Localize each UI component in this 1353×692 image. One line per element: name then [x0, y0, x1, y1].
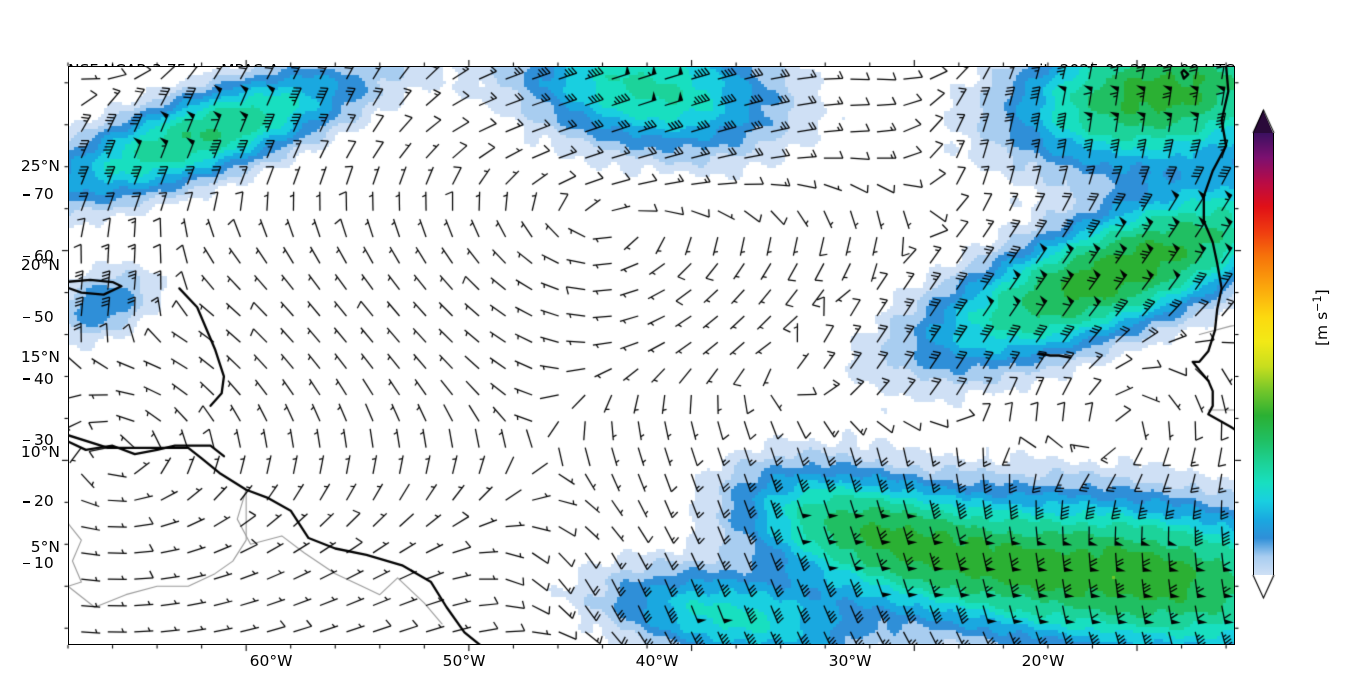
- colorbar-gradient: [1253, 133, 1274, 575]
- colorbar-tick-50: 50: [23, 308, 54, 326]
- colorbar-tick-30: 30: [23, 431, 54, 449]
- colorbar-over-arrow: [1253, 110, 1273, 133]
- colorbar-tick-40: 40: [23, 370, 54, 388]
- colorbar-tick-10: 10: [23, 554, 54, 572]
- colorbar: [1253, 133, 1274, 575]
- colorbar-units-label: [m s−1]: [1311, 289, 1332, 346]
- x-axis-tick-label-0: 60°W: [249, 652, 293, 670]
- colorbar-tick-70: 70: [23, 185, 54, 203]
- y-axis-tick-label-2: 15°N: [20, 348, 60, 366]
- colorbar-tick-20: 20: [23, 492, 54, 510]
- map-plot-area: [68, 66, 1235, 645]
- x-axis-tick-label-3: 30°W: [828, 652, 872, 670]
- y-axis-tick-label-0: 25°N: [20, 157, 60, 175]
- colorbar-under-arrow: [1253, 575, 1273, 598]
- x-axis-tick-label-2: 40°W: [635, 652, 679, 670]
- colorbar-tick-60: 60: [23, 247, 54, 265]
- wind-barb-layer: [68, 66, 1235, 645]
- x-axis-tick-label-4: 20°W: [1021, 652, 1065, 670]
- x-axis-tick-label-1: 50°W: [442, 652, 486, 670]
